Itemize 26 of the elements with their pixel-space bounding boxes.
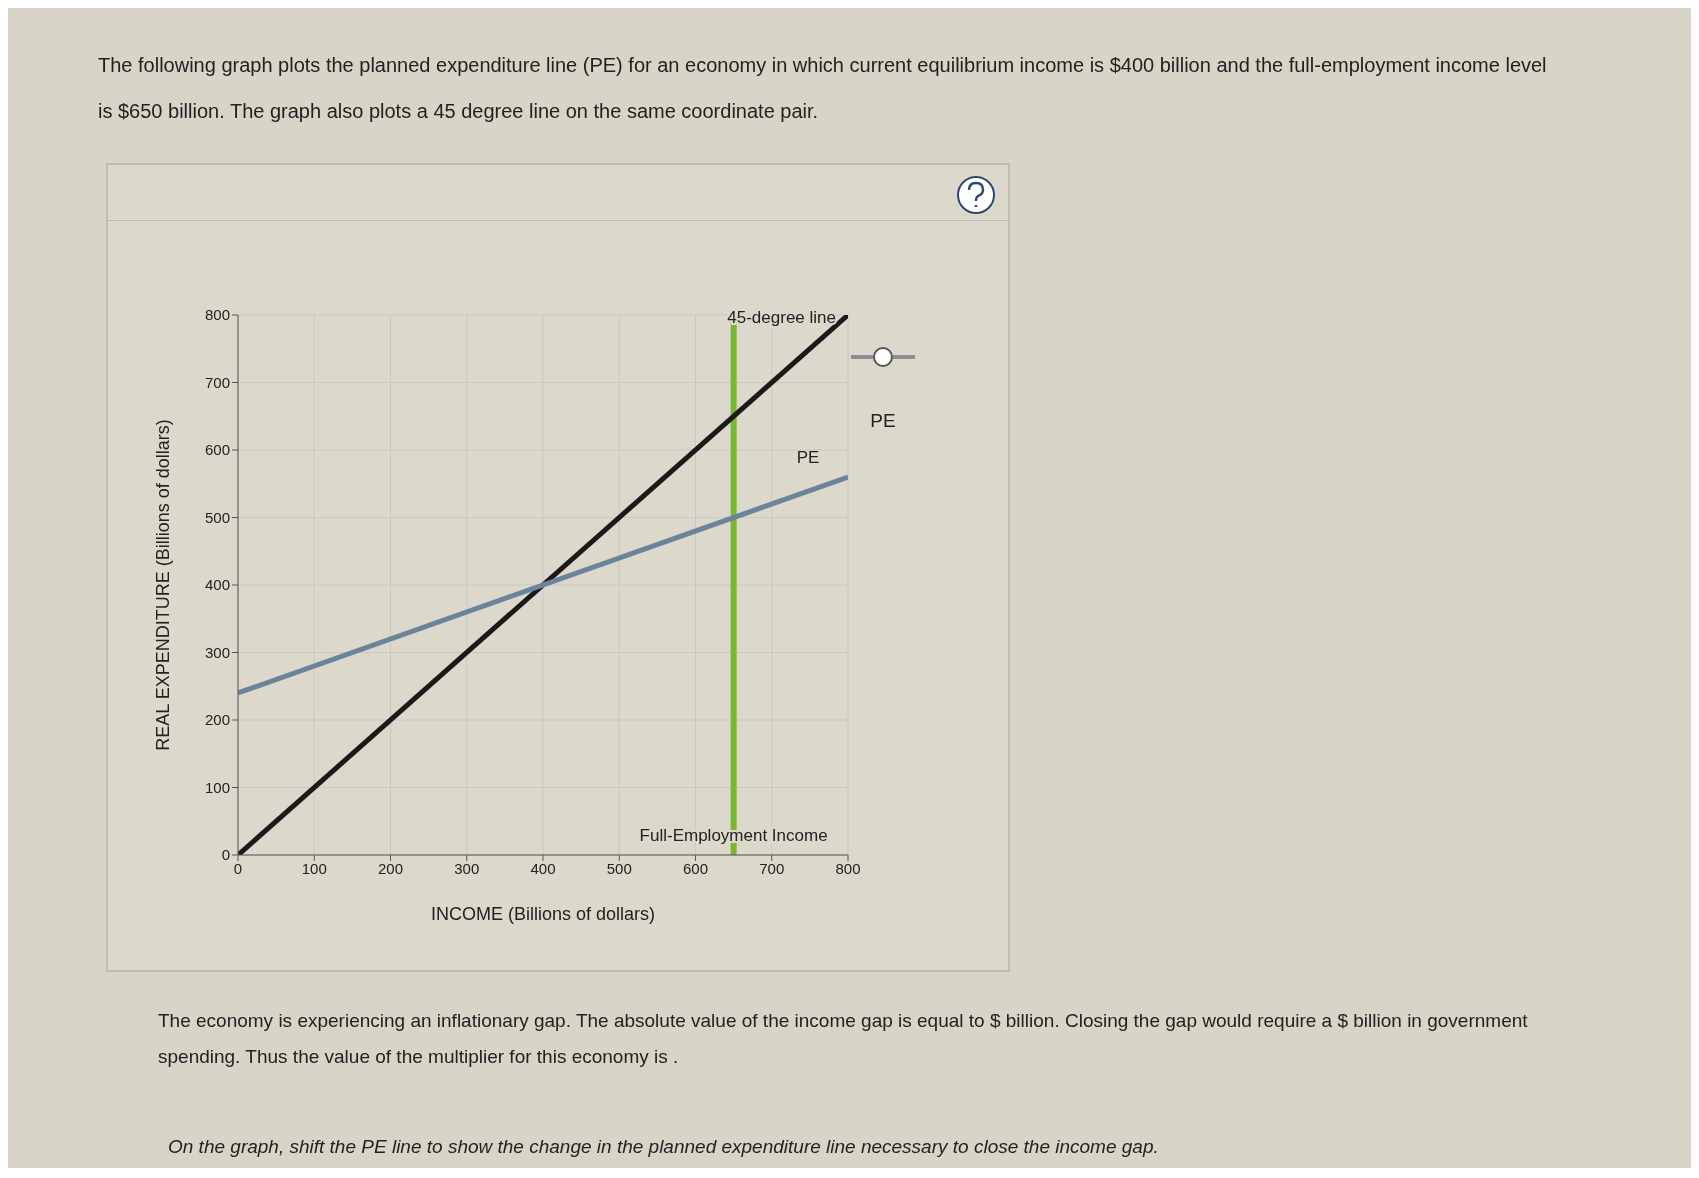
- y-tick-label: 400: [204, 576, 230, 594]
- x-tick-label: 600: [682, 859, 709, 877]
- y-tick-label: 200: [204, 711, 230, 729]
- text: On the graph, shift the PE line to show the change in the planned expenditure line necessary to close the income gap.: [168, 1136, 1160, 1158]
- x-tick-label: 700: [759, 859, 785, 877]
- x-tick-label: 100: [301, 859, 327, 877]
- x-tick-label: 400: [530, 859, 556, 877]
- series-label: 45-degree line: [727, 308, 836, 327]
- y-tick-label: 100: [204, 778, 230, 796]
- x-tick-label: 300: [454, 859, 480, 877]
- chart-title: The following graph plots the planned expenditure line (PE) for an economy in which current equilibrium income is $400 billion and the full-employment income level is $650 billion. The graph also plots a 45 degree line on the same coordinate pair.: [98, 54, 1547, 122]
- x-axis-title: INCOME (Billions of dollars): [430, 904, 656, 924]
- y-tick-label: 300: [204, 643, 230, 661]
- x-tick-label: 800: [835, 859, 861, 877]
- y-tick-label: 600: [204, 441, 230, 459]
- y-tick-label: 700: [204, 373, 230, 391]
- x-tick-label: 200: [377, 859, 404, 877]
- series-label: PE: [796, 448, 820, 467]
- x-tick-label: 0: [233, 859, 243, 877]
- y-tick-label: 0: [221, 846, 230, 864]
- text: PE: [869, 410, 897, 432]
- y-tick-label: 800: [204, 306, 230, 324]
- x-tick-label: 500: [606, 859, 632, 877]
- y-tick-label: 500: [204, 508, 230, 526]
- y-axis-title: REAL EXPENDITURE (Billions of dollars): [153, 419, 174, 751]
- text: The economy is experiencing an inflationary gap. The absolute value of the income gap is equal to $ billion. Closing the gap would require a $ billion in government spending. Thus the value of the multiplier for this economy is .: [158, 1009, 1529, 1069]
